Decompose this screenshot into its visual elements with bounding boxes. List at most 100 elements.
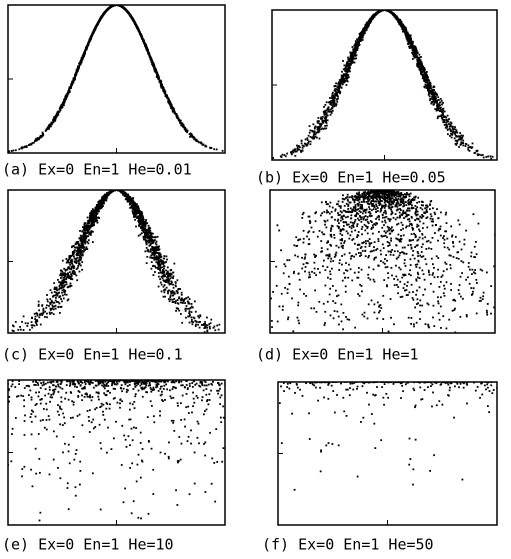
cloud-drop	[75, 73, 77, 76]
cloud-drop	[403, 25, 406, 28]
cloud-drop	[451, 132, 454, 135]
cloud-drop	[290, 153, 293, 156]
cloud-drop	[359, 36, 362, 38]
cloud-drop	[431, 95, 434, 98]
cloud-drop	[300, 142, 303, 145]
cloud-drop	[52, 294, 55, 297]
cloud-drop	[121, 6, 124, 9]
cloud-drop	[138, 31, 141, 33]
cloud-drop	[73, 249, 76, 252]
cloud-drop	[332, 96, 334, 99]
cloud-drop	[455, 144, 458, 146]
cloud-drop	[138, 29, 140, 32]
cloud-drop	[137, 234, 140, 237]
cloud-drop	[34, 140, 36, 143]
cloud-drop	[327, 108, 330, 110]
cloud-drop	[84, 51, 86, 54]
cloud-drop	[62, 286, 65, 289]
cloud-drop	[313, 132, 316, 135]
cloud-drop	[451, 134, 454, 136]
cloud-drop	[378, 10, 381, 13]
cloud-drop	[414, 48, 416, 51]
cloud-drop	[294, 154, 297, 157]
cloud-drop	[363, 30, 365, 33]
cloud-drop	[433, 101, 436, 104]
cloud-drop	[391, 12, 394, 14]
cloud-drop	[354, 51, 357, 54]
cloud-drop	[294, 148, 297, 151]
cloud-drop	[68, 88, 70, 91]
cloud-drop	[426, 74, 428, 77]
cloud-drop	[368, 20, 371, 23]
cloud-drop	[286, 152, 289, 155]
cloud-drop	[333, 101, 336, 104]
cloud-drop	[77, 66, 80, 69]
cloud-drop	[335, 82, 337, 85]
cloud-drop	[50, 311, 53, 314]
cloud-drop	[50, 123, 53, 126]
cloud-drops	[272, 10, 494, 160]
cloud-drop	[313, 130, 316, 133]
cloud-drop	[431, 90, 434, 92]
cloud-drop	[340, 79, 342, 81]
cloud-drop	[353, 51, 355, 54]
cloud-drop	[331, 93, 334, 95]
cloud-drop	[450, 132, 452, 135]
cloud-drop	[452, 128, 455, 131]
cloud-drop	[181, 124, 184, 127]
cloud-drop	[34, 321, 37, 323]
cloud-drop	[439, 104, 441, 107]
cloud-drop	[359, 38, 362, 41]
cloud-drop	[420, 64, 423, 67]
cloud-drop	[25, 146, 28, 149]
cloud-drop	[48, 124, 51, 127]
cloud-drop	[77, 65, 79, 68]
cloud-drop	[46, 128, 49, 131]
cloud-drop	[432, 85, 435, 88]
cloud-drop	[182, 123, 185, 126]
cloud-drop	[343, 80, 346, 83]
cloud-drop	[84, 242, 87, 245]
cloud-drop	[151, 61, 153, 63]
cloud-drop	[337, 86, 340, 88]
cloud-drop	[349, 70, 351, 73]
cloud-drop	[191, 306, 194, 309]
cloud-drop	[82, 241, 85, 243]
cloud-drop	[428, 91, 430, 94]
cloud-drop	[57, 278, 59, 281]
cloud-drop	[404, 26, 407, 29]
cloud-drop	[124, 8, 127, 10]
cloud-drop	[93, 28, 96, 31]
cloud-drop	[414, 54, 417, 57]
cloud-drop	[435, 97, 437, 100]
cloud-drop	[347, 69, 349, 72]
cloud-drop	[312, 123, 315, 126]
cloud-drop	[122, 7, 125, 9]
cloud-drop	[342, 60, 344, 62]
cloud-drop	[420, 62, 423, 64]
cloud-drop	[208, 325, 211, 328]
cloud-drop	[298, 146, 301, 149]
cloud-drop	[361, 33, 364, 35]
cloud-drop	[321, 119, 324, 122]
cloud-drop	[322, 128, 325, 130]
cloud-drop	[431, 101, 434, 103]
cloud-drop	[64, 95, 67, 98]
cloud-drop	[75, 70, 78, 73]
cloud-drop	[339, 82, 341, 84]
cloud-drop	[161, 87, 163, 89]
cloud-drop	[335, 103, 338, 106]
cloud-drop	[71, 82, 74, 85]
cloud-drop	[70, 284, 73, 287]
cloud-drop	[459, 132, 462, 134]
cloud-drop	[169, 294, 172, 297]
cloud-drop	[476, 153, 479, 156]
cloud-drop	[323, 113, 326, 116]
cloud-drop	[176, 114, 179, 117]
cloud-drop	[347, 74, 350, 76]
cloud-drop	[331, 104, 333, 106]
cloud-drop	[149, 235, 151, 237]
cloud-drop	[460, 137, 463, 139]
cloud-drop	[419, 60, 422, 63]
cloud-drop	[422, 76, 425, 78]
